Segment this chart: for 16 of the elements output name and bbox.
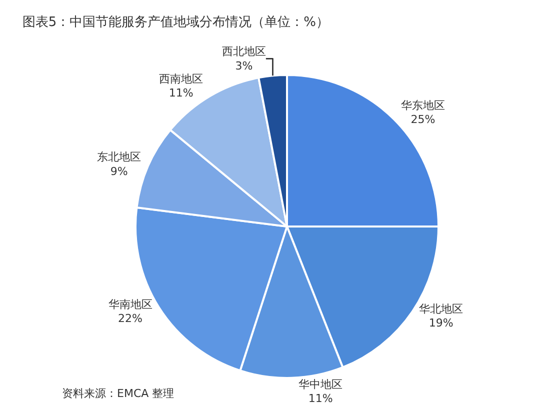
data-label: 11% — [308, 392, 333, 406]
chart-title: 图表5：中国节能服务产值地域分布情况（单位：%） — [22, 14, 330, 30]
slice-label: 东北地区 — [97, 150, 142, 164]
data-label: 11% — [168, 86, 194, 100]
slice-label: 华南地区 — [108, 298, 152, 311]
slice-label: 华北地区 — [419, 302, 464, 316]
text: 资料来源：EMCA 整理 — [62, 387, 174, 400]
slice-label: 华东地区 — [400, 98, 445, 112]
slice-label: 华中地区 — [298, 378, 343, 391]
data-label: 22% — [118, 312, 142, 326]
data-label: 25% — [410, 113, 436, 126]
data-label: 19% — [428, 316, 454, 330]
data-label: 3% — [235, 59, 253, 72]
data-label: 9% — [110, 164, 128, 178]
slice-label: 西南地区 — [159, 72, 204, 86]
slice-label: 西北地区 — [222, 45, 266, 58]
